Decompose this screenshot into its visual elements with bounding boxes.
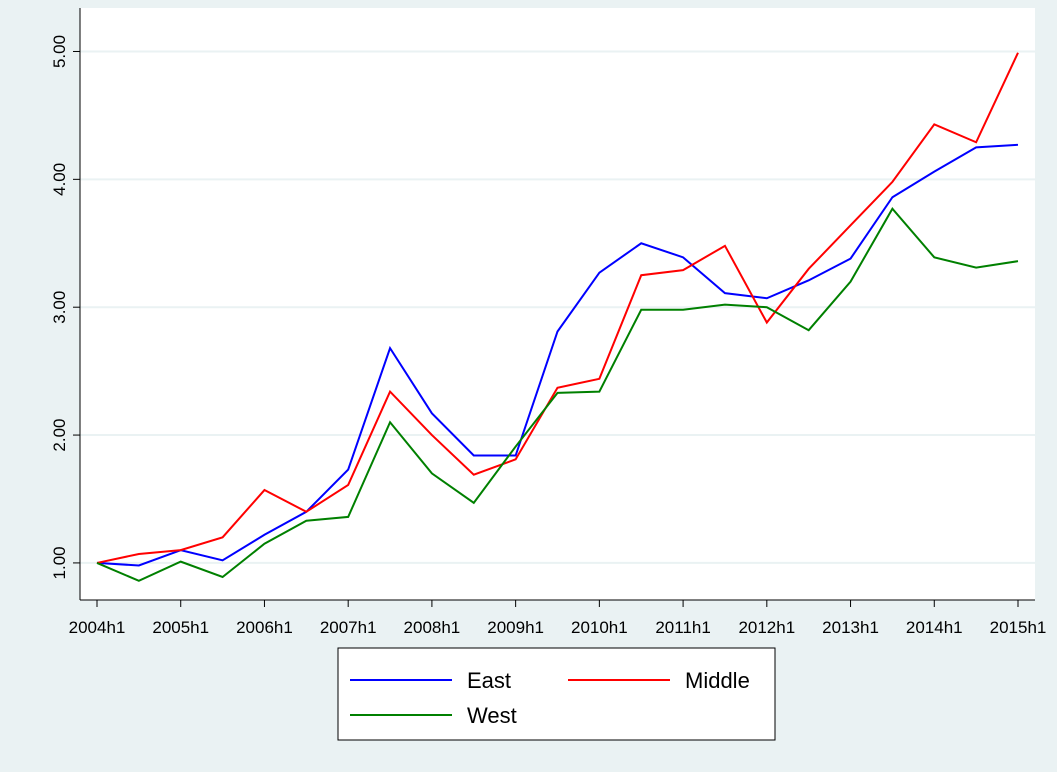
x-tick-label: 2004h1 [69,618,126,637]
legend: East Middle West [337,647,776,741]
x-tick-label: 2014h1 [906,618,963,637]
y-tick-label: 4.00 [50,163,69,196]
x-tick-label: 2009h1 [487,618,544,637]
x-tick-label: 2007h1 [320,618,377,637]
y-tick-label: 1.00 [50,546,69,579]
axes: 1.00 2.00 3.00 4.00 5.00 2004h1 2005h1 2006h1 20… [50,8,1046,637]
x-tick-label: 2008h1 [404,618,461,637]
grid [80,50,1035,564]
series-line [96,52,1019,564]
plot-area [80,8,1035,600]
legend-label: Middle [685,668,750,693]
x-tick-label: 2006h1 [236,618,293,637]
lines [96,52,1019,582]
x-tick-label: 2013h1 [822,618,879,637]
x-tick-label: 2011h1 [655,618,710,637]
series-line [96,207,1019,582]
y-tick-label: 3.00 [50,291,69,324]
x-tick-label: 2015h1 [990,618,1047,637]
y-tick-label: 2.00 [50,419,69,452]
legend-label: East [467,668,511,693]
series-line [96,143,1019,567]
x-tick-label: 2012h1 [738,618,795,637]
legend-label: West [467,703,517,728]
x-tick-label: 2005h1 [152,618,209,637]
legend-box [337,647,776,741]
x-tick-label: 2010h1 [571,618,628,637]
y-tick-label: 5.00 [50,35,69,68]
